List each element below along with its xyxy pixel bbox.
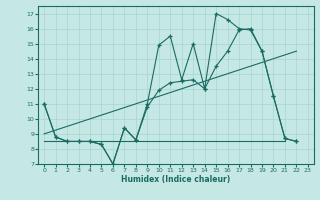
X-axis label: Humidex (Indice chaleur): Humidex (Indice chaleur) bbox=[121, 175, 231, 184]
